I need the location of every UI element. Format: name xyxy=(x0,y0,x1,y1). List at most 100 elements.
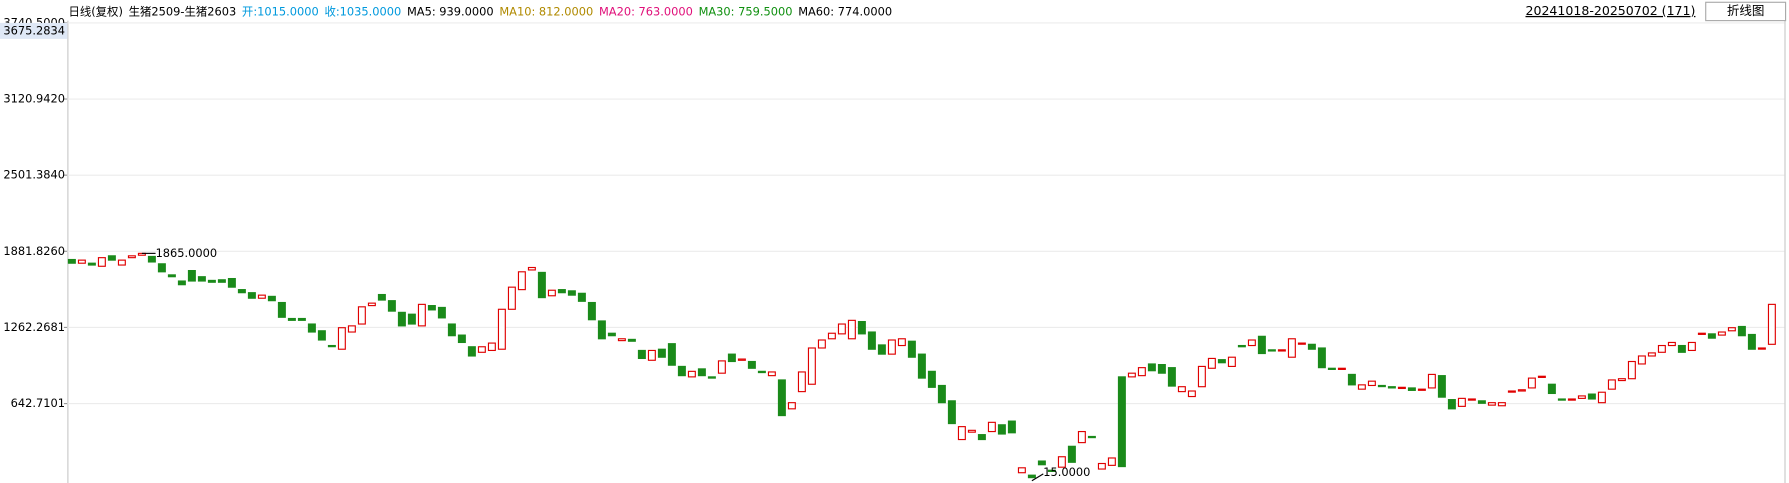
up-candle xyxy=(1527,377,1536,389)
up-candle xyxy=(1647,352,1656,357)
high-label: 1865.0000 xyxy=(156,246,218,260)
button-label[interactable]: 折线图 xyxy=(1727,3,1765,18)
up-candle xyxy=(737,358,746,361)
date-range[interactable]: 20241018-20250702 (171) xyxy=(1526,3,1696,18)
down-candle xyxy=(407,313,416,325)
down-candle xyxy=(877,344,886,355)
down-candle xyxy=(247,292,256,299)
up-candle xyxy=(1287,338,1296,358)
down-candle xyxy=(1047,469,1056,472)
down-candle xyxy=(457,334,466,344)
header-item: 收:1035.0000 xyxy=(324,4,401,18)
up-candle xyxy=(257,294,266,299)
down-candle xyxy=(1437,375,1446,398)
up-candle xyxy=(1757,347,1766,350)
down-candle xyxy=(1007,420,1016,434)
up-candle xyxy=(1207,357,1216,369)
down-candle xyxy=(87,262,96,266)
header-item: MA30: 759.5000 xyxy=(699,4,793,18)
up-candle xyxy=(1187,390,1196,398)
down-candle xyxy=(577,292,586,302)
down-candle xyxy=(1217,359,1226,364)
up-candle xyxy=(847,319,856,340)
down-candle xyxy=(1307,343,1316,350)
up-candle xyxy=(1357,384,1366,390)
up-candle xyxy=(1497,402,1506,407)
down-candle xyxy=(697,368,706,377)
down-candle xyxy=(67,258,76,264)
up-candle xyxy=(887,339,896,355)
down-candle xyxy=(187,269,196,282)
header-item: MA60: 774.0000 xyxy=(798,4,892,18)
y-tick-label: 3120.9420 xyxy=(3,92,65,106)
up-candle xyxy=(127,255,136,259)
down-candle xyxy=(317,330,326,341)
down-candle xyxy=(1477,400,1486,404)
down-candle xyxy=(1167,367,1176,387)
up-candle xyxy=(477,346,486,353)
down-candle xyxy=(467,346,476,357)
down-candle xyxy=(927,370,936,388)
down-candle xyxy=(997,424,1006,435)
down-candle xyxy=(1737,325,1746,337)
down-candle xyxy=(1147,363,1156,372)
up-candle xyxy=(967,429,976,433)
up-candle xyxy=(647,349,656,361)
down-candle xyxy=(327,344,336,348)
down-candle xyxy=(1707,333,1716,339)
up-candle xyxy=(1537,375,1546,378)
up-candle xyxy=(1627,360,1636,380)
down-candle xyxy=(637,349,646,360)
up-candle xyxy=(837,323,846,335)
up-candle xyxy=(957,426,966,441)
down-candle xyxy=(1237,344,1246,348)
up-candle xyxy=(1687,341,1696,352)
down-candle xyxy=(197,276,206,282)
line-chart-button[interactable] xyxy=(1705,1,1787,22)
up-candle xyxy=(1577,395,1586,399)
down-candle xyxy=(1447,399,1456,410)
up-candle xyxy=(1247,339,1256,347)
down-candle xyxy=(167,274,176,278)
up-candle xyxy=(1137,367,1146,377)
down-candle xyxy=(707,376,716,379)
down-candle xyxy=(217,279,226,283)
down-candle xyxy=(277,301,286,318)
down-candle xyxy=(777,379,786,417)
up-candle xyxy=(797,371,806,393)
down-candle xyxy=(157,263,166,273)
down-candle xyxy=(937,384,946,404)
down-candle xyxy=(587,301,596,321)
down-candle xyxy=(1117,376,1126,468)
y-tick-label: 1262.2681 xyxy=(3,320,65,334)
y-tick-label: 1881.8260 xyxy=(3,244,65,258)
up-candle xyxy=(1617,378,1626,382)
low-arrow xyxy=(1031,473,1044,482)
down-candle xyxy=(267,295,276,302)
y-tick-label: 642.7101 xyxy=(11,396,65,410)
up-candle xyxy=(1657,344,1666,353)
up-candle xyxy=(1697,332,1706,335)
up-candle xyxy=(767,371,776,377)
up-candle xyxy=(1467,398,1476,401)
down-candle xyxy=(1257,335,1266,355)
down-candle xyxy=(567,290,576,296)
up-candle xyxy=(687,370,696,378)
down-candle xyxy=(1157,364,1166,374)
down-candle xyxy=(727,353,736,363)
up-candle xyxy=(547,289,556,297)
down-candle xyxy=(437,306,446,319)
up-candle xyxy=(1517,389,1526,392)
down-candle xyxy=(387,300,396,312)
down-candle xyxy=(1027,474,1036,479)
down-candle xyxy=(597,320,606,340)
up-candle xyxy=(1177,386,1186,393)
down-candle xyxy=(1677,344,1686,353)
up-candle xyxy=(1457,397,1466,407)
up-candle xyxy=(1427,373,1436,389)
down-candle xyxy=(287,317,296,321)
up-candle xyxy=(1567,398,1576,401)
up-candle xyxy=(527,266,536,271)
up-candle xyxy=(77,259,86,264)
up-candle xyxy=(357,306,366,325)
